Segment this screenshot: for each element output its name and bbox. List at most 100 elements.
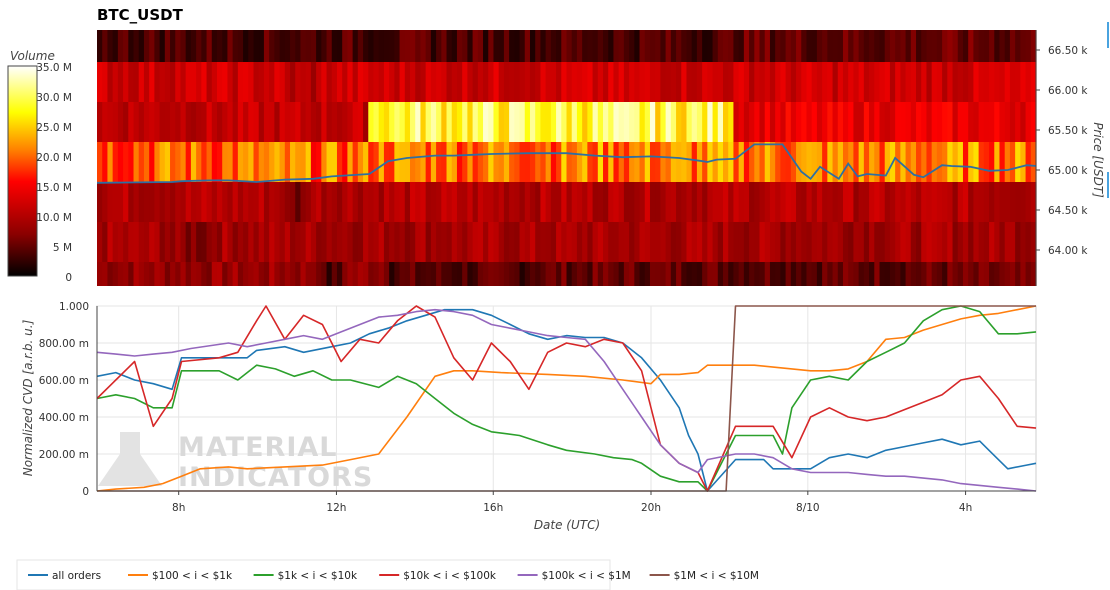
- heatmap-cell: [837, 62, 844, 102]
- heatmap-cell: [149, 102, 155, 142]
- heatmap-cell: [451, 62, 458, 102]
- heatmap-cell: [524, 222, 531, 262]
- heatmap-cell: [321, 222, 328, 262]
- heatmap-cell: [363, 62, 369, 102]
- heatmap-cell: [806, 182, 813, 222]
- heatmap-cell: [310, 62, 317, 102]
- heatmap-cell: [227, 30, 234, 62]
- heatmap-cell: [1030, 262, 1037, 286]
- heatmap-cell: [655, 62, 661, 102]
- heatmap-cell: [764, 182, 771, 222]
- heatmap-cell: [477, 222, 484, 262]
- heatmap-cell: [644, 262, 651, 286]
- heatmap-cell: [535, 222, 542, 262]
- heatmap-cell: [1015, 222, 1021, 262]
- heatmap-cell: [566, 62, 573, 102]
- heatmap-cell: [305, 222, 312, 262]
- heatmap-cell: [201, 142, 208, 182]
- heatmap-cell: [394, 142, 401, 182]
- heatmap-cell: [863, 142, 870, 182]
- heatmap-cell: [999, 262, 1006, 286]
- heatmap-cell: [389, 62, 395, 102]
- heatmap-cell: [363, 222, 369, 262]
- heatmap-cell: [728, 62, 735, 102]
- heatmap-cell: [796, 262, 802, 286]
- y-tick-label: 66.00 k: [1048, 85, 1088, 97]
- heatmap-cell: [790, 222, 797, 262]
- heatmap-cell: [962, 222, 969, 262]
- heatmap-cell: [336, 102, 343, 142]
- heatmap-cell: [957, 142, 964, 182]
- heatmap-cell: [201, 62, 208, 102]
- heatmap-cell: [1025, 30, 1032, 62]
- heatmap-cell: [394, 222, 401, 262]
- heatmap-cell: [373, 30, 380, 62]
- heatmap-cell: [159, 102, 166, 142]
- heatmap-cell: [639, 102, 646, 142]
- heatmap-cell: [978, 142, 985, 182]
- heatmap-cell: [957, 222, 964, 262]
- heatmap-cell: [926, 102, 933, 142]
- heatmap-cell: [123, 222, 129, 262]
- heatmap-cell: [253, 182, 260, 222]
- heatmap-cell: [649, 102, 656, 142]
- heatmap-cell: [759, 62, 766, 102]
- heatmap-cell: [514, 62, 521, 102]
- heatmap-cell: [587, 222, 594, 262]
- heatmap-cell: [185, 262, 192, 286]
- heatmap-cell: [363, 102, 369, 142]
- heatmap-cell: [947, 142, 954, 182]
- heatmap-cell: [1015, 142, 1021, 182]
- heatmap-cell: [415, 62, 422, 102]
- heatmap-cell: [905, 30, 912, 62]
- heatmap-cell: [571, 182, 578, 222]
- heatmap-cell: [785, 102, 792, 142]
- colorbar-tick-label: 35.0 M: [36, 62, 72, 74]
- heatmap-cell: [175, 62, 182, 102]
- heatmap-cell: [629, 30, 635, 62]
- series-line-2: [96, 305, 1037, 492]
- heatmap-cell: [676, 222, 682, 262]
- heatmap-cell: [352, 102, 359, 142]
- heatmap-cell: [540, 142, 547, 182]
- heatmap-cell: [389, 142, 395, 182]
- heatmap-cell: [1020, 30, 1027, 62]
- heatmap-cell: [769, 222, 776, 262]
- heatmap-cell: [138, 142, 145, 182]
- heatmap-cell: [832, 62, 839, 102]
- heatmap-cell: [822, 262, 828, 286]
- heatmap-cell: [237, 62, 244, 102]
- heatmap-cell: [618, 262, 625, 286]
- heatmap-cell: [123, 102, 129, 142]
- heatmap-cell: [665, 30, 672, 62]
- heatmap-cell: [373, 262, 380, 286]
- heatmap-cell: [336, 182, 343, 222]
- heatmap-cell: [754, 102, 761, 142]
- heatmap-cell: [477, 62, 484, 102]
- heatmap-cell: [336, 142, 343, 182]
- scroll-indicator-top: [1107, 22, 1109, 48]
- heatmap-cell: [159, 62, 166, 102]
- y-tick-label: 1.000: [59, 301, 89, 313]
- heatmap-cell: [592, 182, 599, 222]
- heatmap-cell: [436, 30, 442, 62]
- heatmap-cell: [1020, 142, 1027, 182]
- heatmap-cell: [472, 142, 479, 182]
- heatmap-cell: [707, 62, 714, 102]
- heatmap-cell: [117, 30, 124, 62]
- heatmap-cell: [305, 102, 312, 142]
- heatmap-cell: [378, 262, 385, 286]
- heatmap-cell: [874, 222, 881, 262]
- heatmap-cell: [790, 30, 797, 62]
- heatmap-cell: [467, 102, 474, 142]
- heatmap-cell: [483, 102, 489, 142]
- heatmap-cell: [801, 182, 808, 222]
- heatmap-cell: [717, 30, 724, 62]
- heatmap-cell: [185, 182, 192, 222]
- heatmap-cell: [556, 262, 562, 286]
- heatmap-cell: [425, 30, 432, 62]
- heatmap-cell: [446, 102, 453, 142]
- heatmap-cell: [916, 142, 922, 182]
- heatmap-cell: [655, 262, 661, 286]
